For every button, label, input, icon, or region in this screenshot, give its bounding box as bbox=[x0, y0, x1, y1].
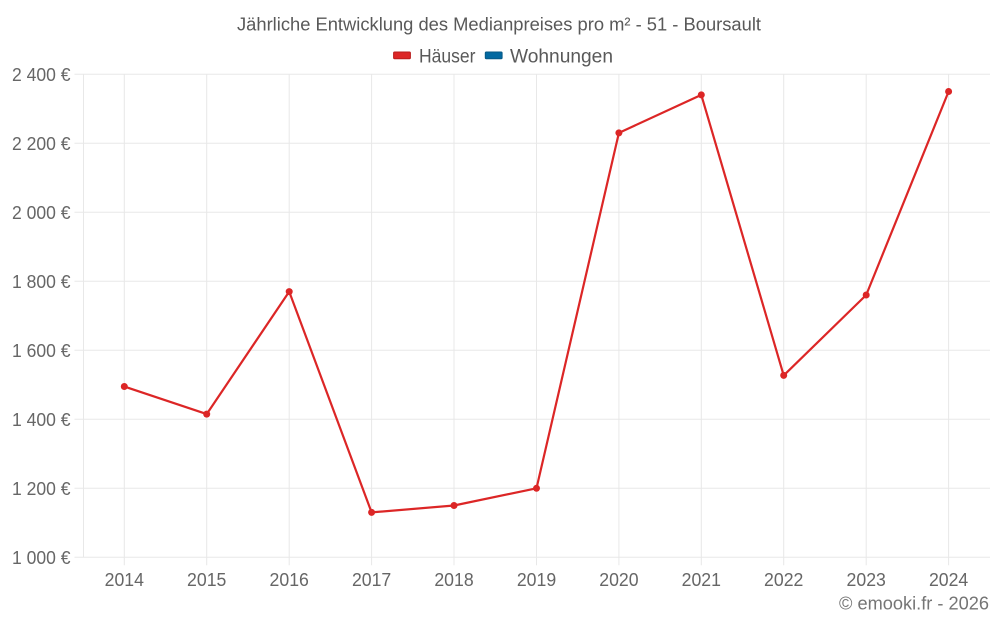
svg-text:2017: 2017 bbox=[352, 570, 391, 590]
svg-text:2 200 €: 2 200 € bbox=[12, 134, 71, 154]
svg-text:2024: 2024 bbox=[929, 570, 968, 590]
svg-text:1 800 €: 1 800 € bbox=[12, 272, 71, 292]
svg-text:2023: 2023 bbox=[847, 570, 886, 590]
svg-text:2020: 2020 bbox=[599, 570, 638, 590]
svg-text:1 600 €: 1 600 € bbox=[12, 341, 71, 361]
svg-text:Wohnungen: Wohnungen bbox=[510, 46, 613, 68]
svg-text:2022: 2022 bbox=[764, 570, 803, 590]
svg-text:Häuser: Häuser bbox=[419, 46, 476, 68]
svg-text:1 200 €: 1 200 € bbox=[12, 479, 71, 499]
svg-text:2 000 €: 2 000 € bbox=[12, 203, 71, 223]
svg-text:1 400 €: 1 400 € bbox=[12, 410, 71, 430]
svg-text:© emooki.fr - 2026: © emooki.fr - 2026 bbox=[839, 593, 989, 614]
svg-text:2014: 2014 bbox=[105, 570, 144, 590]
svg-text:2 400 €: 2 400 € bbox=[12, 65, 71, 85]
svg-text:2016: 2016 bbox=[270, 570, 309, 590]
svg-text:2015: 2015 bbox=[187, 570, 226, 590]
svg-text:2018: 2018 bbox=[434, 570, 473, 590]
svg-text:2021: 2021 bbox=[682, 570, 721, 590]
svg-text:Jährliche Entwicklung des Medi: Jährliche Entwicklung des Medianpreises … bbox=[237, 14, 761, 35]
svg-text:2019: 2019 bbox=[517, 570, 556, 590]
svg-text:1 000 €: 1 000 € bbox=[12, 548, 71, 568]
